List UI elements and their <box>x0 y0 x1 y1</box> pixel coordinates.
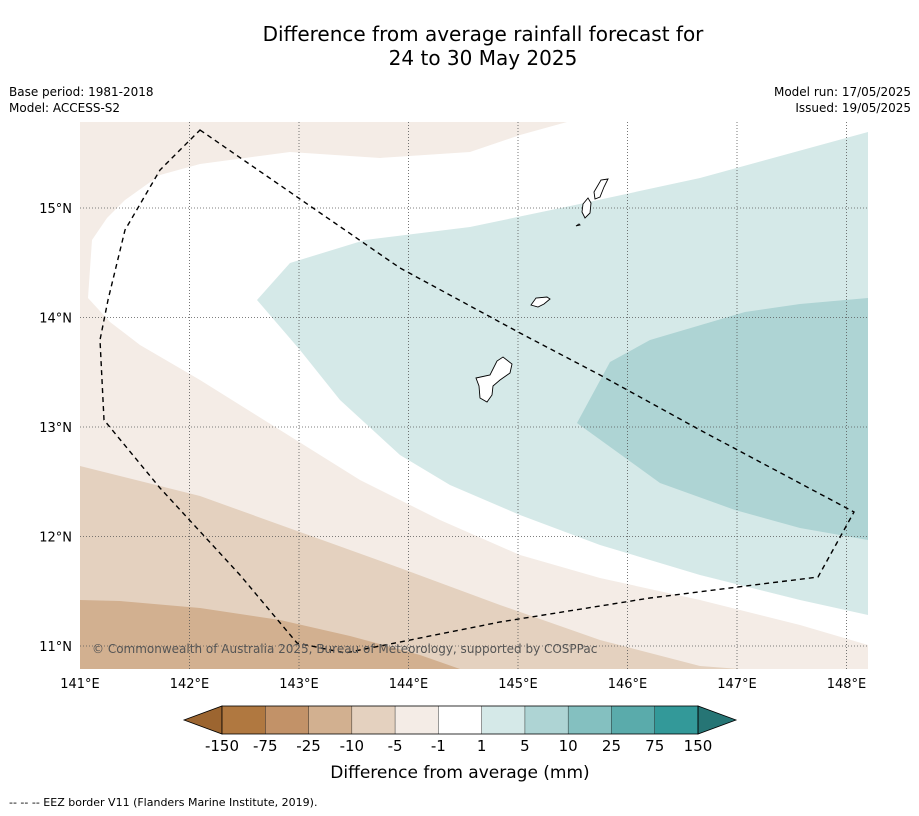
anomaly-layer <box>80 122 868 669</box>
lon-label: 144°E <box>389 677 429 692</box>
model-run-text: Model run: 17/05/2025 <box>773 85 911 99</box>
colorbar-swatch <box>438 706 482 734</box>
colorbar-tick-label: 5 <box>520 737 530 755</box>
band-minus-10 <box>80 600 460 669</box>
colorbar-tick-label: -10 <box>340 737 365 755</box>
band-plus-5 <box>577 298 868 540</box>
colorbar-frame <box>221 705 699 735</box>
colorbar-swatch <box>222 706 266 734</box>
lat-label: 11°N <box>39 640 72 655</box>
colorbar-tick-label: 75 <box>645 737 664 755</box>
tinian-island-outline <box>581 197 592 219</box>
colorbar-tick-label: 1 <box>477 737 487 755</box>
lat-label: 15°N <box>39 202 72 217</box>
lat-label: 12°N <box>39 531 72 546</box>
rota-island-outline <box>530 296 551 308</box>
lon-label: 147°E <box>717 677 757 692</box>
colorbar-tick-label: -75 <box>253 737 278 755</box>
lon-label: 145°E <box>498 677 538 692</box>
lat-label: 13°N <box>39 421 72 436</box>
colorbar-tick-label: -5 <box>388 737 403 755</box>
longitude-tick-labels: 141°E 142°E 143°E 144°E 145°E 146°E 147°E 148°E <box>60 677 866 692</box>
lon-label: 148°E <box>827 677 867 692</box>
colorbar-tick-label: -25 <box>296 737 321 755</box>
islands <box>475 178 609 403</box>
copyright-text: © Commonwealth of Australia 2025, Bureau… <box>92 642 597 656</box>
colorbar: -150 -75 -25 -10 -5 -1 1 5 10 25 75 150 <box>182 705 738 755</box>
colorbar-left-arrow <box>182 705 223 735</box>
colorbar-title: Difference from average (mm) <box>330 763 589 783</box>
guam-island-outline <box>475 356 513 403</box>
eez-source-note: -- -- -- EEZ border V11 (Flanders Marine… <box>9 796 318 809</box>
title-line-1: Difference from average rainfall forecas… <box>262 22 704 46</box>
info-right: Model run: 17/05/2025 Issued: 19/05/2025 <box>774 84 911 116</box>
title-line-2: 24 to 30 May 2025 <box>388 46 578 70</box>
aguijan-island-outline <box>575 223 581 227</box>
colorbar-tick-label: -150 <box>205 737 239 755</box>
gridlines <box>80 122 868 669</box>
lat-label: 14°N <box>39 312 72 327</box>
lon-label: 146°E <box>608 677 648 692</box>
colorbar-tick-label: -1 <box>431 737 446 755</box>
eez-border <box>99 129 855 654</box>
info-left: Base period: 1981-2018 Model: ACCESS-S2 <box>9 84 154 116</box>
issued-text: Issued: 19/05/2025 <box>795 101 911 115</box>
map-title: Difference from average rainfall forecas… <box>0 22 919 70</box>
colorbar-swatch <box>611 706 655 734</box>
colorbar-tick-label: 10 <box>559 737 578 755</box>
colorbar-right-arrow <box>697 705 738 735</box>
base-period-text: Base period: 1981-2018 <box>9 85 154 99</box>
colorbar-tick-label: 150 <box>684 737 713 755</box>
colorbar-swatch <box>481 706 525 734</box>
colorbar-swatch <box>351 706 396 734</box>
colorbar-swatch <box>654 706 698 734</box>
colorbar-swatch <box>568 706 612 734</box>
model-text: Model: ACCESS-S2 <box>9 101 121 115</box>
colorbar-swatch <box>395 706 439 734</box>
colorbar-swatch <box>308 706 352 734</box>
lon-label: 142°E <box>170 677 210 692</box>
colorbar-tick-label: 25 <box>602 737 621 755</box>
forecast-map: 141°E 142°E 143°E 144°E 145°E 146°E 147°E 148°E… <box>39 122 868 783</box>
lon-label: 143°E <box>279 677 319 692</box>
latitude-tick-labels: 15°N 14°N 13°N 12°N 11°N <box>39 202 72 655</box>
lon-label: 141°E <box>60 677 100 692</box>
colorbar-swatch <box>265 706 309 734</box>
colorbar-swatch <box>524 706 569 734</box>
saipan-island-outline <box>593 178 609 200</box>
